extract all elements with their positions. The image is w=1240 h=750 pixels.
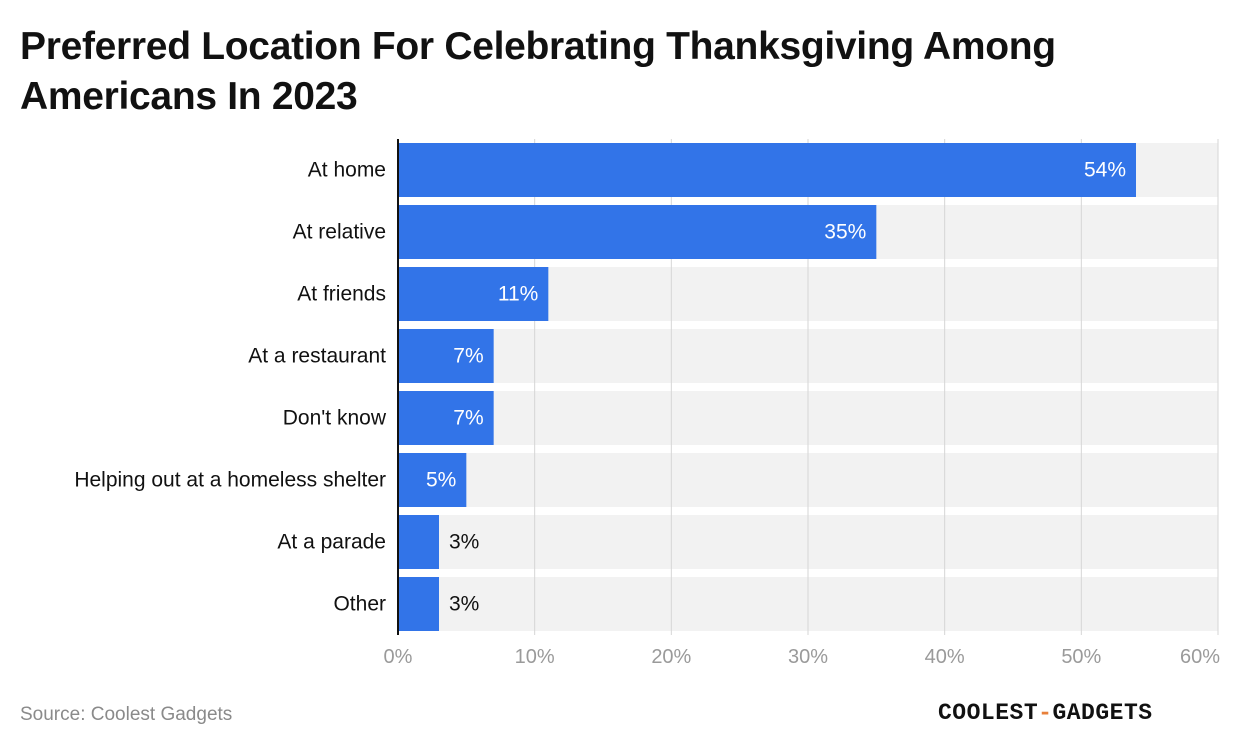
logo-text-coolest: COOLEST	[938, 700, 1039, 726]
value-label: 7%	[453, 407, 483, 430]
bar	[398, 577, 439, 631]
value-labels: 54% 35% 11% 7% 7% 5% 3% 3%	[426, 159, 1126, 616]
bars	[398, 143, 1136, 631]
value-label: 35%	[824, 221, 866, 244]
x-tick-label: 10%	[515, 646, 555, 668]
x-tick-label: 30%	[788, 646, 828, 668]
chart-title: Preferred Location For Celebrating Thank…	[20, 25, 1056, 118]
logo-text-gadgets: GADGETS	[1052, 700, 1153, 726]
category-label: Helping out at a homeless shelter	[74, 469, 386, 492]
value-label: 54%	[1084, 159, 1126, 182]
x-tick-label: 50%	[1061, 646, 1101, 668]
category-label: At relative	[293, 221, 386, 244]
bar	[398, 515, 439, 569]
category-label: At a restaurant	[248, 345, 386, 368]
category-label: At friends	[297, 283, 386, 306]
x-tick-label: 60%	[1180, 646, 1220, 668]
category-label: Don't know	[283, 407, 387, 430]
category-label: At home	[308, 159, 386, 182]
value-label: 7%	[453, 345, 483, 368]
coolest-gadgets-logo: COOLEST-GADGETS	[938, 700, 1153, 726]
value-label: 3%	[449, 531, 479, 554]
x-tick-labels: 0% 10% 20% 30% 40% 50% 60%	[384, 646, 1221, 668]
category-label: At a parade	[277, 531, 386, 554]
logo-separator: -	[1038, 700, 1053, 726]
source-note: Source: Coolest Gadgets	[20, 704, 233, 725]
category-labels: At home At relative At friends At a restaur…	[74, 159, 387, 616]
value-label: 5%	[426, 469, 456, 492]
category-label: Other	[333, 593, 386, 616]
bar	[398, 329, 494, 383]
bar	[398, 143, 1136, 197]
x-tick-label: 20%	[651, 646, 691, 668]
value-label: 3%	[449, 593, 479, 616]
bar	[398, 391, 494, 445]
x-tick-label: 40%	[925, 646, 965, 668]
bar	[398, 205, 877, 259]
x-tick-label: 0%	[384, 646, 413, 668]
bar	[398, 453, 467, 507]
value-label: 11%	[498, 283, 538, 306]
bar	[398, 267, 549, 321]
